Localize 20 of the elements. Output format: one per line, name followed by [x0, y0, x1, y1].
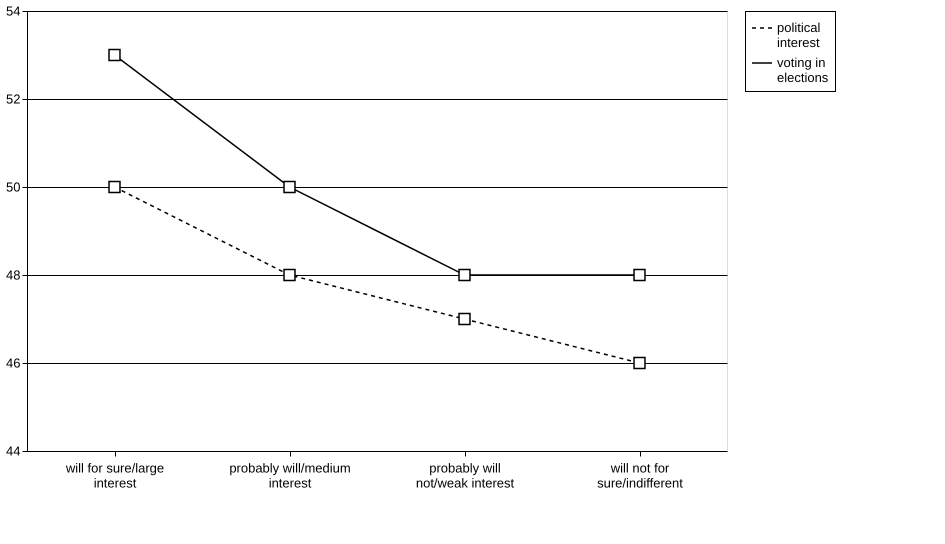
- x-tick-label: probably will/medium interest: [229, 460, 351, 490]
- x-tick-label: probably will not/weak interest: [416, 460, 515, 490]
- point: [458, 312, 471, 326]
- legend-label: political interest: [777, 20, 820, 50]
- x-tick-label: will for sure/large interest: [64, 460, 164, 490]
- x-tick-label: will not for sure/indifferent: [597, 460, 684, 490]
- y-tick-label: 48: [6, 268, 20, 282]
- y-tick-label: 52: [6, 92, 20, 106]
- point: [283, 268, 296, 282]
- point: [633, 268, 646, 282]
- y-tick-label: 44: [6, 444, 20, 458]
- point: [633, 356, 646, 370]
- point: [458, 268, 471, 282]
- point: [108, 180, 121, 194]
- legend-label: voting in elections: [777, 55, 829, 85]
- point: [283, 180, 296, 194]
- y-tick-label: 46: [6, 356, 20, 370]
- point: [108, 48, 121, 62]
- y-tick-label: 50: [6, 180, 20, 194]
- y-tick-label: 54: [6, 4, 20, 18]
